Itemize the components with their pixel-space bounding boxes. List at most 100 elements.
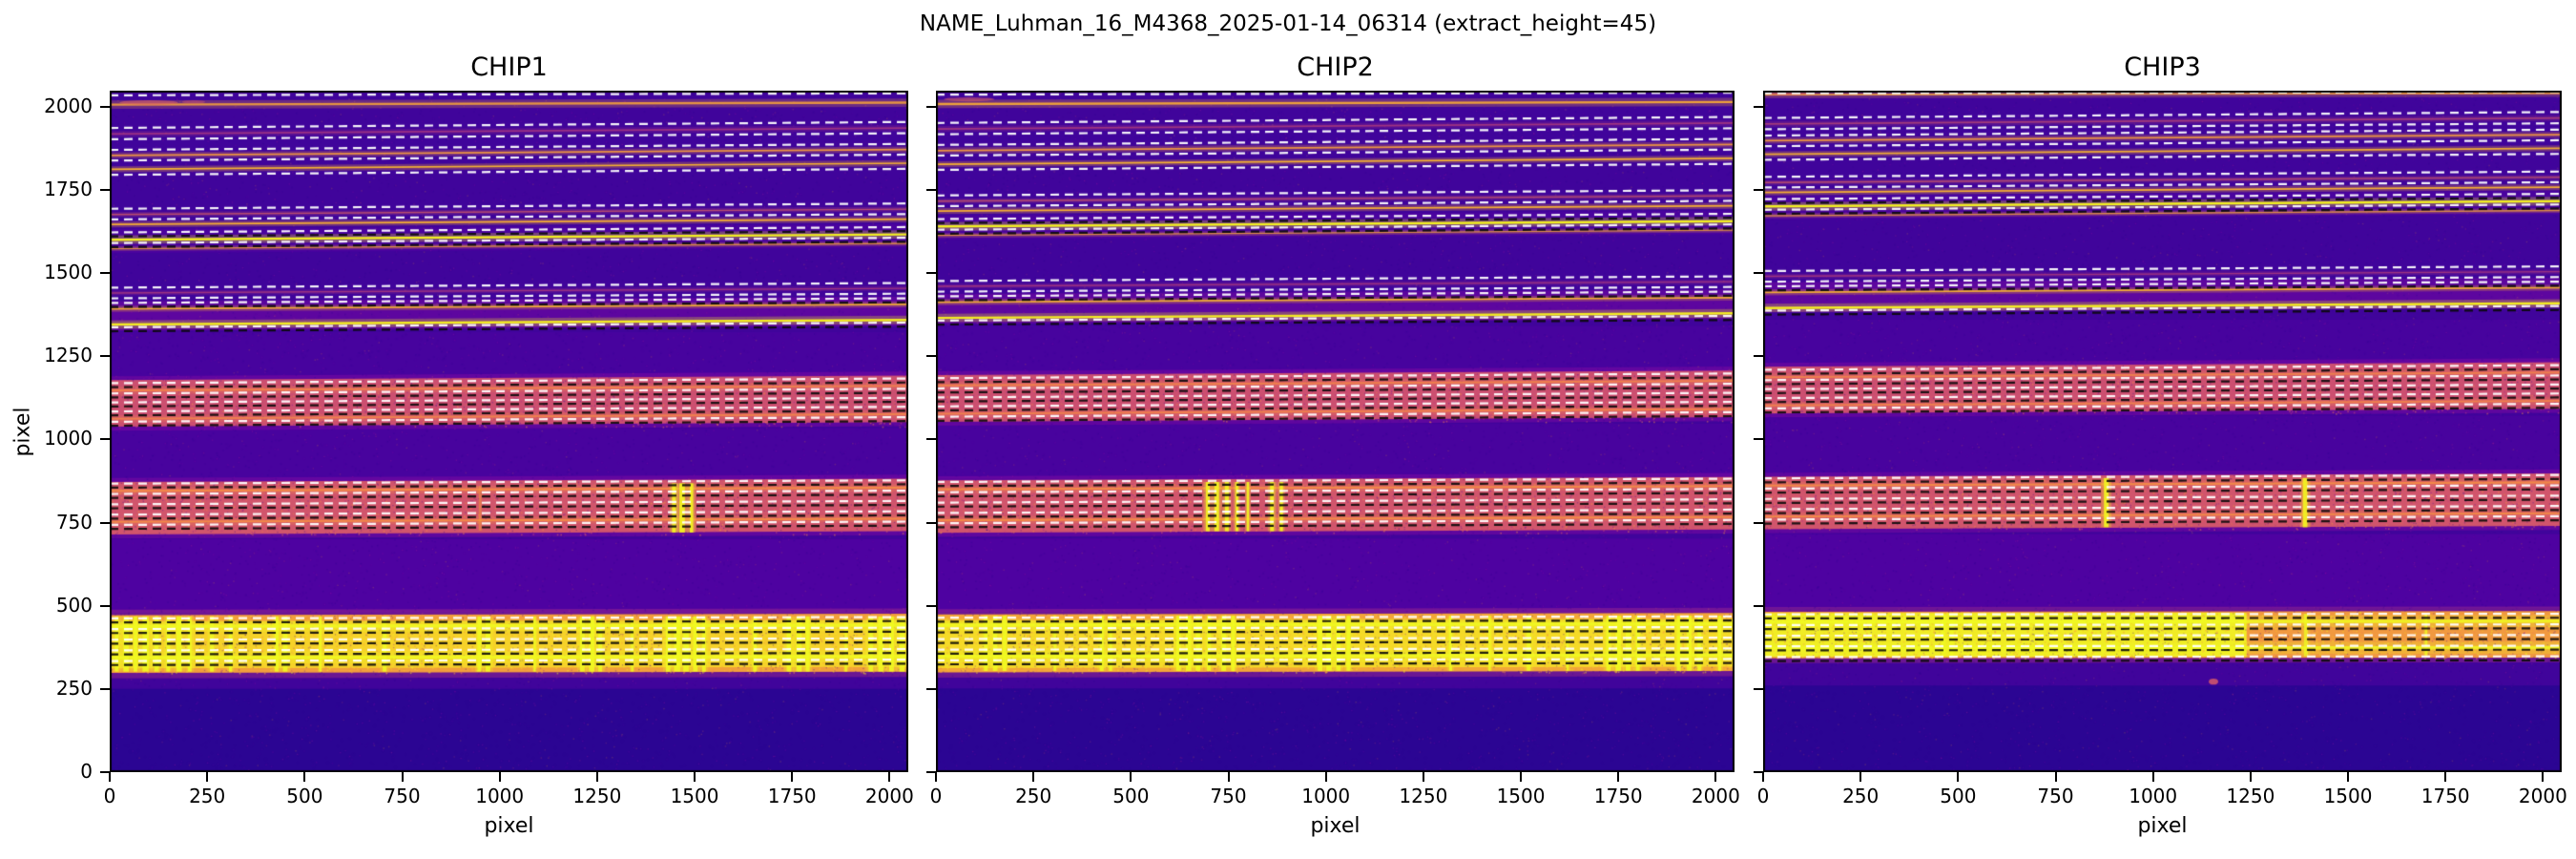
- x-tick-label: 1500: [1496, 785, 1546, 807]
- x-tick-label: 1750: [767, 785, 817, 807]
- y-tick-mark: [1754, 105, 1763, 108]
- x-tick-mark: [1520, 772, 1523, 782]
- y-tick-mark: [926, 272, 936, 275]
- x-tick-label: 0: [929, 785, 943, 807]
- figure-title: NAME_Luhman_16_M4368_2025-01-14_06314 (e…: [919, 11, 1657, 36]
- y-tick-mark: [100, 521, 110, 524]
- panel-chip2: CHIP2 pixel 0 250 500 750 1000 1250 1500 1750 20…: [926, 52, 1740, 838]
- x-tick-mark: [1227, 772, 1230, 782]
- x-tick-label: 1000: [1301, 785, 1351, 807]
- x-tick-mark: [2542, 772, 2545, 782]
- y-tick-mark: [926, 687, 936, 690]
- y-tick-mark: [1754, 188, 1763, 191]
- chip1-spectrum-heatmap: [110, 91, 908, 772]
- y-tick-mark: [926, 188, 936, 191]
- panel-chip3-title: CHIP3: [2124, 52, 2201, 82]
- y-tick-label: 250: [55, 676, 93, 700]
- x-tick-label: 0: [103, 785, 116, 807]
- y-tick-label: 2000: [44, 94, 93, 117]
- x-tick-label: 500: [1940, 785, 1977, 807]
- x-axis-label: pixel: [484, 814, 534, 838]
- x-tick-label: 1250: [572, 785, 622, 807]
- x-tick-mark: [1617, 772, 1620, 782]
- y-tick-mark: [926, 105, 936, 108]
- y-tick-mark: [1754, 272, 1763, 275]
- x-tick-label: 1250: [2226, 785, 2275, 807]
- panel-chip3: CHIP3 pixel 0 250 500 750 1000 1250 1500 1750 20…: [1754, 52, 2567, 838]
- x-tick-mark: [109, 772, 111, 782]
- x-tick-label: 0: [1756, 785, 1770, 807]
- x-tick-label: 1500: [2323, 785, 2373, 807]
- y-tick-mark: [1754, 771, 1763, 773]
- x-tick-label: 500: [286, 785, 323, 807]
- x-tick-label: 1000: [2129, 785, 2178, 807]
- y-tick-mark: [100, 604, 110, 607]
- y-tick-mark: [100, 687, 110, 690]
- panel-chip1-title: CHIP1: [470, 52, 548, 82]
- x-tick-label: 1250: [1399, 785, 1448, 807]
- y-tick-mark: [100, 105, 110, 108]
- x-tick-mark: [2249, 772, 2252, 782]
- y-tick-mark: [1754, 355, 1763, 358]
- y-tick-label: 750: [55, 510, 93, 534]
- y-tick-mark: [926, 438, 936, 441]
- x-tick-mark: [1422, 772, 1424, 782]
- y-tick-mark: [926, 604, 936, 607]
- y-tick-mark: [1754, 604, 1763, 607]
- x-tick-label: 1000: [475, 785, 525, 807]
- x-tick-mark: [303, 772, 306, 782]
- x-tick-mark: [1859, 772, 1862, 782]
- x-tick-mark: [595, 772, 598, 782]
- x-tick-mark: [1714, 772, 1717, 782]
- x-tick-mark: [935, 772, 937, 782]
- x-tick-label: 250: [1015, 785, 1052, 807]
- y-tick-mark: [926, 521, 936, 524]
- y-tick-mark: [100, 188, 110, 191]
- x-axis-label: pixel: [1310, 814, 1361, 838]
- x-tick-label: 750: [384, 785, 421, 807]
- panel-chip2-title: CHIP2: [1297, 52, 1374, 82]
- y-tick-mark: [1754, 687, 1763, 690]
- y-tick-mark: [100, 771, 110, 773]
- x-tick-mark: [498, 772, 501, 782]
- x-tick-label: 1500: [670, 785, 719, 807]
- x-axis-label: pixel: [2137, 814, 2188, 838]
- x-tick-mark: [2054, 772, 2057, 782]
- x-tick-label: 1750: [2420, 785, 2470, 807]
- chip3-spectrum-heatmap: [1763, 91, 2562, 772]
- chip2-spectrum-heatmap: [936, 91, 1735, 772]
- y-tick-mark: [100, 438, 110, 441]
- y-tick-label: 0: [80, 760, 93, 783]
- y-tick-mark: [1754, 438, 1763, 441]
- panel-chip1: CHIP1 pixel 0 250 500 750 1000 1250 1500 1750 20…: [44, 52, 914, 838]
- x-tick-mark: [1324, 772, 1327, 782]
- y-tick-mark: [100, 355, 110, 358]
- x-tick-label: 250: [189, 785, 226, 807]
- x-tick-label: 750: [2037, 785, 2074, 807]
- x-tick-label: 1750: [1593, 785, 1643, 807]
- x-tick-label: 250: [1842, 785, 1880, 807]
- x-tick-mark: [791, 772, 794, 782]
- x-tick-mark: [1130, 772, 1132, 782]
- x-tick-label: 2000: [864, 785, 914, 807]
- y-tick-mark: [926, 771, 936, 773]
- y-tick-label: 1000: [44, 427, 93, 450]
- x-tick-mark: [401, 772, 404, 782]
- x-tick-mark: [2151, 772, 2154, 782]
- x-tick-label: 500: [1112, 785, 1150, 807]
- x-tick-mark: [2444, 772, 2447, 782]
- x-tick-label: 2000: [2518, 785, 2567, 807]
- x-tick-mark: [1957, 772, 1960, 782]
- y-tick-mark: [926, 355, 936, 358]
- x-tick-label: 2000: [1691, 785, 1740, 807]
- x-tick-label: 750: [1210, 785, 1247, 807]
- y-tick-label: 1500: [44, 261, 93, 284]
- y-tick-mark: [100, 272, 110, 275]
- y-tick-label: 1250: [44, 344, 93, 367]
- x-tick-mark: [694, 772, 696, 782]
- y-tick-label: 1750: [44, 177, 93, 200]
- x-tick-mark: [1032, 772, 1035, 782]
- x-tick-mark: [888, 772, 891, 782]
- x-tick-mark: [2347, 772, 2350, 782]
